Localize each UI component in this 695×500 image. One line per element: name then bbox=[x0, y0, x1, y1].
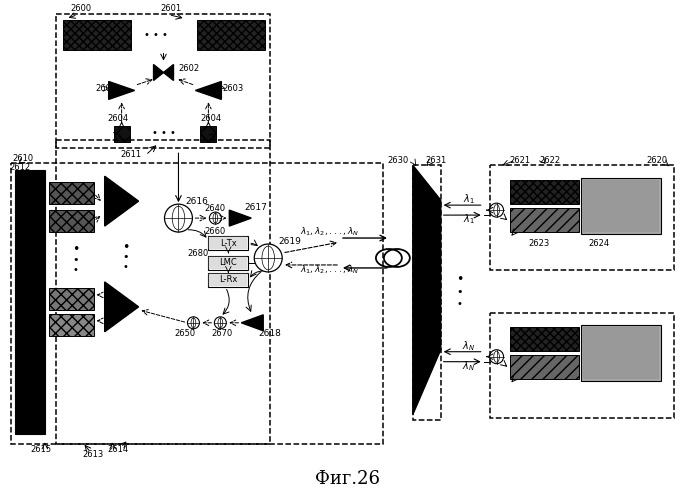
Text: 2615: 2615 bbox=[31, 445, 52, 454]
Polygon shape bbox=[200, 126, 216, 142]
Polygon shape bbox=[208, 273, 248, 287]
Text: Фиг.26: Фиг.26 bbox=[316, 470, 380, 488]
Text: 2603: 2603 bbox=[222, 84, 244, 93]
Text: 2650: 2650 bbox=[175, 330, 196, 338]
Polygon shape bbox=[413, 165, 441, 414]
Polygon shape bbox=[154, 64, 163, 80]
Text: •: • bbox=[72, 244, 79, 256]
Circle shape bbox=[214, 317, 227, 329]
Polygon shape bbox=[509, 208, 580, 232]
Text: 2630: 2630 bbox=[388, 156, 409, 165]
Text: 2640: 2640 bbox=[205, 204, 226, 212]
Text: 2617: 2617 bbox=[244, 202, 267, 211]
Polygon shape bbox=[509, 327, 580, 350]
Text: •: • bbox=[72, 255, 79, 265]
Polygon shape bbox=[581, 325, 661, 380]
Text: 2624: 2624 bbox=[589, 238, 610, 248]
Text: 2616: 2616 bbox=[186, 196, 208, 205]
Text: 2603: 2603 bbox=[96, 84, 117, 93]
Text: $\lambda_1, \lambda_2,...,\lambda_N$: $\lambda_1, \lambda_2,...,\lambda_N$ bbox=[300, 226, 359, 238]
Polygon shape bbox=[509, 180, 580, 204]
Text: 2600: 2600 bbox=[71, 4, 92, 13]
Polygon shape bbox=[163, 64, 174, 80]
Text: 2618: 2618 bbox=[259, 330, 281, 338]
Text: L-Tx: L-Tx bbox=[220, 238, 237, 248]
Text: •: • bbox=[122, 252, 129, 262]
Text: 2670: 2670 bbox=[212, 330, 233, 338]
Circle shape bbox=[254, 244, 282, 272]
Text: LMC: LMC bbox=[220, 258, 237, 268]
Polygon shape bbox=[49, 182, 94, 204]
Text: 2680: 2680 bbox=[187, 250, 208, 258]
Text: 2621: 2621 bbox=[509, 156, 531, 165]
Polygon shape bbox=[49, 314, 94, 336]
Circle shape bbox=[489, 350, 504, 364]
Text: •: • bbox=[123, 262, 129, 272]
Polygon shape bbox=[105, 176, 138, 226]
Circle shape bbox=[188, 317, 199, 329]
Text: •: • bbox=[73, 265, 79, 275]
Text: •: • bbox=[122, 240, 129, 254]
Text: 2604: 2604 bbox=[200, 114, 222, 123]
Text: • • •: • • • bbox=[144, 30, 167, 40]
Text: 2601: 2601 bbox=[161, 4, 181, 13]
Circle shape bbox=[489, 203, 504, 217]
Text: 2631: 2631 bbox=[426, 156, 447, 165]
Text: 2604: 2604 bbox=[108, 114, 129, 123]
Text: 2611: 2611 bbox=[120, 150, 141, 159]
Text: $\lambda_1, \lambda_2,...,\lambda_N$: $\lambda_1, \lambda_2,...,\lambda_N$ bbox=[300, 264, 359, 276]
Text: $\lambda_N$: $\lambda_N$ bbox=[462, 339, 475, 352]
Polygon shape bbox=[49, 288, 94, 310]
Text: 2622: 2622 bbox=[539, 156, 561, 165]
Polygon shape bbox=[583, 327, 659, 378]
Polygon shape bbox=[15, 170, 45, 434]
Polygon shape bbox=[195, 82, 221, 100]
Polygon shape bbox=[209, 274, 247, 286]
Polygon shape bbox=[114, 126, 129, 142]
Text: •: • bbox=[456, 274, 464, 286]
Text: $\lambda_N$: $\lambda_N$ bbox=[462, 359, 475, 372]
Polygon shape bbox=[197, 20, 265, 50]
Polygon shape bbox=[49, 210, 94, 232]
Text: 2612: 2612 bbox=[9, 162, 30, 172]
Polygon shape bbox=[229, 210, 252, 226]
Text: • • •: • • • bbox=[152, 128, 175, 138]
Polygon shape bbox=[581, 178, 661, 234]
Circle shape bbox=[209, 212, 221, 224]
Text: 2660: 2660 bbox=[205, 226, 226, 235]
Polygon shape bbox=[208, 256, 248, 270]
Polygon shape bbox=[105, 282, 138, 332]
Polygon shape bbox=[583, 180, 659, 232]
Polygon shape bbox=[509, 354, 580, 378]
Circle shape bbox=[165, 204, 193, 232]
Text: 2619: 2619 bbox=[278, 236, 301, 246]
Text: 2620: 2620 bbox=[646, 156, 667, 165]
Text: 2602: 2602 bbox=[179, 64, 199, 73]
Text: $\lambda_1$: $\lambda_1$ bbox=[463, 212, 475, 226]
Text: 2613: 2613 bbox=[83, 450, 104, 459]
Polygon shape bbox=[209, 237, 247, 249]
Text: 2623: 2623 bbox=[529, 238, 550, 248]
Polygon shape bbox=[63, 20, 131, 50]
Polygon shape bbox=[208, 236, 248, 250]
Text: $\lambda_1$: $\lambda_1$ bbox=[463, 192, 475, 206]
Polygon shape bbox=[108, 82, 135, 100]
Text: •: • bbox=[457, 287, 463, 297]
Text: L-Rx: L-Rx bbox=[219, 276, 238, 284]
Polygon shape bbox=[209, 257, 247, 269]
Text: 2614: 2614 bbox=[108, 445, 129, 454]
Polygon shape bbox=[241, 315, 263, 331]
Text: •: • bbox=[457, 299, 463, 309]
Text: 2610: 2610 bbox=[12, 154, 33, 163]
